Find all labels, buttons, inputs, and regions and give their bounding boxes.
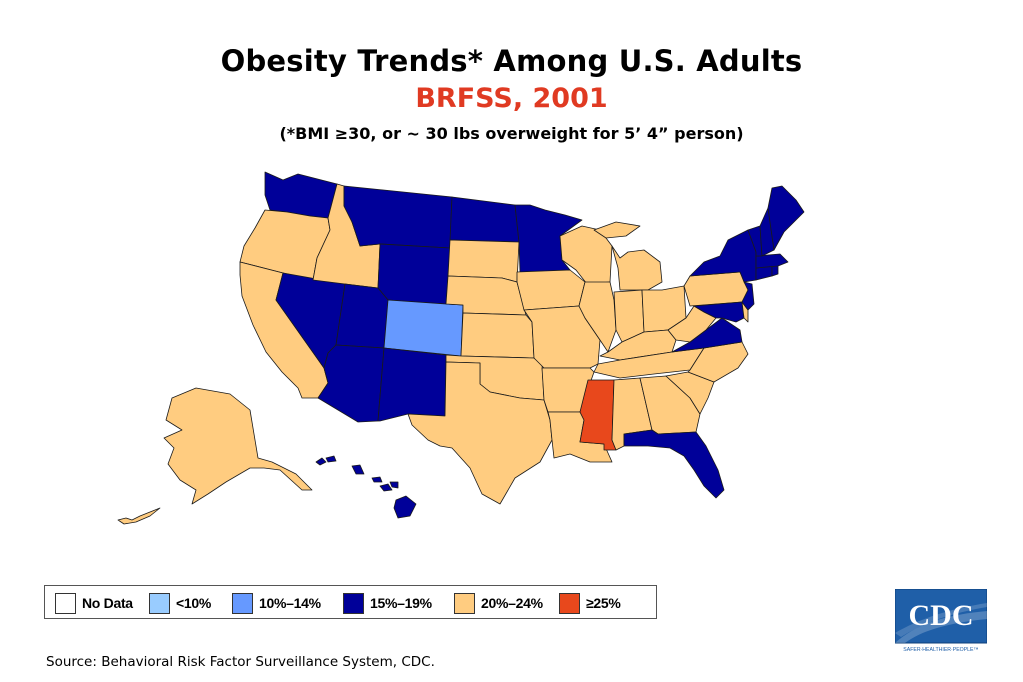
cdc-logo: CDC SAFER·HEALTHIER·PEOPLE™ (895, 589, 987, 653)
state-rhode-island (771, 265, 779, 277)
state-wyoming (377, 243, 451, 305)
legend-swatch (454, 592, 475, 614)
legend-item-20-24: 20%–24% (454, 592, 543, 614)
state-vermont (747, 225, 763, 257)
state-arizona (317, 344, 385, 423)
legend-swatch (343, 592, 364, 614)
legend-swatch (55, 592, 76, 614)
state-new-mexico (377, 347, 447, 422)
state-colorado (383, 299, 464, 357)
legend-label: <10% (176, 595, 211, 611)
legend-label: 15%–19% (370, 595, 432, 611)
state-montana (343, 185, 453, 249)
state-massachusetts (755, 253, 789, 269)
state-iowa (516, 269, 586, 311)
state-kansas (460, 312, 535, 359)
state-mississippi (579, 379, 617, 451)
state-texas (407, 361, 553, 505)
legend-label: ≥25% (586, 595, 621, 611)
legend-label: No Data (82, 595, 133, 611)
legend-swatch (149, 592, 170, 614)
legend-label: 10%–14% (259, 595, 321, 611)
state-michigan (593, 221, 663, 291)
legend-label: 20%–24% (481, 595, 543, 611)
source-note: Source: Behavioral Risk Factor Surveilla… (46, 654, 435, 670)
state-florida (623, 429, 725, 499)
state-utah (335, 283, 389, 349)
logo-tagline: SAFER·HEALTHIER·PEOPLE™ (903, 647, 978, 653)
state-new-jersey (741, 281, 755, 311)
state-maine (767, 185, 805, 251)
map-legend: No Data <10% 10%–14% 15%–19% 20%–24% ≥25… (44, 585, 657, 619)
page-title: Obesity Trends* Among U.S. Adults (220, 44, 803, 78)
legend-item-lt10: <10% (149, 592, 211, 614)
legend-item-ge25: ≥25% (559, 592, 621, 614)
page-subtitle: BRFSS, 2001 (415, 83, 608, 114)
legend-item-no-data: No Data (55, 592, 133, 614)
state-south-dakota (447, 239, 520, 283)
legend-swatch (232, 592, 253, 614)
bmi-note: (*BMI ≥30, or ~ 30 lbs overweight for 5’… (279, 124, 744, 143)
state-alaska (117, 387, 313, 525)
logo-text: CDC (909, 599, 974, 632)
state-north-dakota (449, 196, 520, 243)
state-hawaii (315, 455, 417, 519)
legend-swatch (559, 592, 580, 614)
state-pennsylvania (683, 271, 749, 307)
legend-item-10-14: 10%–14% (232, 592, 321, 614)
legend-item-15-19: 15%–19% (343, 592, 432, 614)
